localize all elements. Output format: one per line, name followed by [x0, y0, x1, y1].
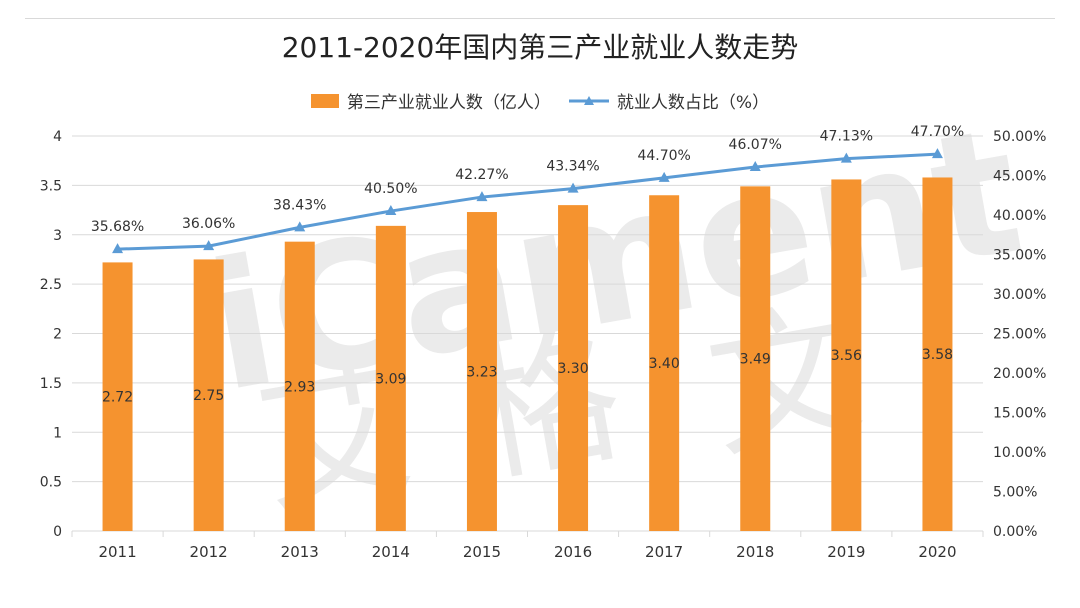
- line-value-label: 44.70%: [637, 148, 690, 164]
- bar-value-label: 3.56: [831, 348, 862, 364]
- bar: [193, 259, 224, 531]
- line-point: [658, 171, 670, 182]
- line-point: [294, 221, 306, 232]
- chart-frame: [25, 18, 1055, 591]
- line-value-label: 35.68%: [91, 219, 144, 235]
- bar: [740, 186, 771, 532]
- y-right-tick: 0.00%: [993, 524, 1037, 540]
- x-tick-label: 2011: [98, 543, 136, 561]
- line-value-label: 46.07%: [729, 137, 782, 153]
- legend-item-bar: 第三产业就业人数（亿人）: [310, 88, 551, 113]
- bar-value-label: 3.30: [557, 361, 588, 377]
- x-tick-label: 2020: [918, 543, 956, 561]
- bar-value-label: 3.58: [922, 347, 953, 363]
- y-left-tick: 3.5: [40, 178, 62, 194]
- bar: [466, 212, 497, 531]
- bar-value-label: 3.40: [649, 356, 680, 372]
- y-right-tick: 50.00%: [993, 129, 1046, 145]
- line-point: [476, 191, 488, 202]
- y-left-tick: 3: [53, 228, 62, 244]
- y-right-tick: 40.00%: [993, 208, 1046, 224]
- x-tick-label: 2015: [463, 543, 501, 561]
- legend-bar-label: 第三产业就业人数（亿人）: [346, 93, 551, 113]
- line-point: [749, 161, 761, 172]
- y-right-tick: 25.00%: [993, 327, 1046, 343]
- bar: [922, 177, 953, 531]
- y-left-tick: 2: [53, 327, 62, 343]
- line-value-label: 47.13%: [820, 129, 873, 145]
- y-left-tick: 1: [53, 425, 62, 441]
- bar-value-label: 3.09: [375, 371, 406, 387]
- y-right-tick: 45.00%: [993, 169, 1046, 185]
- line-value-label: 36.06%: [182, 216, 235, 232]
- y-left-tick: 2.5: [40, 277, 62, 293]
- line-value-label: 47.70%: [911, 124, 964, 140]
- line-point: [567, 182, 579, 193]
- bar-value-label: 3.49: [740, 352, 771, 368]
- legend: 第三产业就业人数（亿人） 就业人数占比（%）: [0, 88, 1080, 113]
- x-tick-label: 2014: [372, 543, 410, 561]
- line-value-label: 42.27%: [455, 167, 508, 183]
- x-tick-label: 2013: [281, 543, 319, 561]
- line-point: [112, 243, 124, 254]
- legend-line-swatch: [568, 95, 609, 105]
- y-right-tick: 10.00%: [993, 445, 1046, 461]
- y-right-tick: 15.00%: [993, 406, 1046, 422]
- line-value-label: 40.50%: [364, 181, 417, 197]
- bar-value-label: 2.75: [193, 388, 224, 404]
- line-point: [840, 152, 852, 163]
- x-tick-label: 2018: [736, 543, 774, 561]
- bar-value-label: 2.93: [284, 379, 315, 395]
- bar-value-label: 2.72: [102, 390, 133, 406]
- y-right-tick: 30.00%: [993, 287, 1046, 303]
- x-tick-label: 2017: [645, 543, 683, 561]
- y-right-tick: 20.00%: [993, 366, 1046, 382]
- legend-line-marker: [583, 95, 594, 105]
- bar: [831, 179, 862, 531]
- line-series: [117, 152, 938, 251]
- chart-title: 2011-2020年国内第三产业就业人数走势: [281, 31, 799, 64]
- bar: [375, 225, 406, 532]
- y-right-tick: 35.00%: [993, 248, 1046, 264]
- line-point: [931, 148, 943, 159]
- bar: [649, 195, 680, 531]
- bar: [102, 262, 133, 531]
- line-value-label: 43.34%: [546, 159, 599, 175]
- x-tick-label: 2019: [827, 543, 865, 561]
- bar: [558, 205, 589, 531]
- bar: [284, 241, 315, 531]
- line-point: [385, 205, 397, 216]
- legend-bar-swatch: [310, 93, 339, 108]
- legend-line-label: 就业人数占比（%）: [616, 93, 770, 113]
- x-tick-label: 2016: [554, 543, 592, 561]
- line-value-label: 38.43%: [273, 197, 326, 213]
- legend-item-line: 就业人数占比（%）: [568, 88, 770, 113]
- y-left-tick: 0: [53, 524, 62, 540]
- y-left-tick: 0.5: [40, 475, 62, 491]
- bar-value-label: 3.23: [466, 365, 497, 381]
- y-left-tick: 1.5: [40, 376, 62, 392]
- y-right-tick: 5.00%: [993, 485, 1037, 501]
- y-left-tick: 4: [53, 129, 62, 145]
- line-point: [203, 240, 215, 251]
- x-tick-label: 2012: [190, 543, 228, 561]
